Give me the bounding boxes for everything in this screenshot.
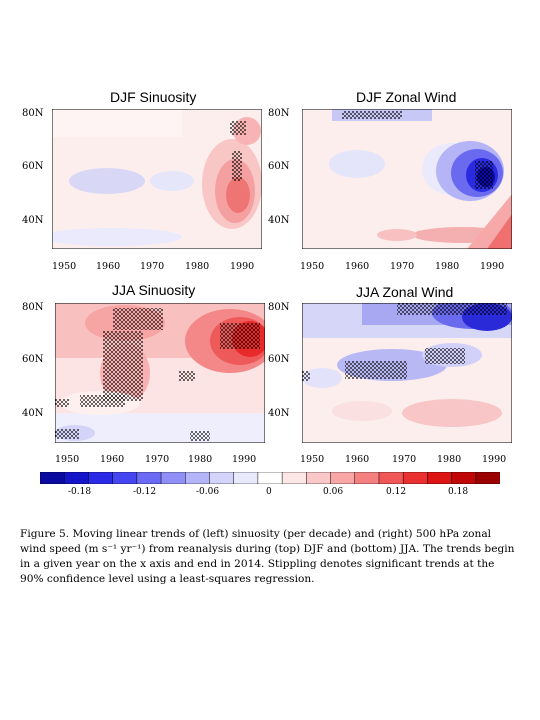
colorbar-label: -0.18	[68, 487, 92, 497]
x-tick-label: 1950	[300, 454, 325, 465]
colorbar-swatch	[257, 472, 283, 484]
colorbar-label: 0.18	[448, 487, 469, 497]
x-tick-label: 1950	[55, 454, 80, 465]
y-tick-label: 80N	[268, 108, 290, 119]
colorbar-swatch	[402, 472, 429, 484]
map-djf-sinuosity	[52, 109, 262, 249]
y-tick-label: 80N	[22, 302, 44, 313]
colorbar-label: 0	[266, 487, 272, 497]
x-tick-label: 1970	[140, 261, 165, 272]
colorbar-swatch	[185, 472, 211, 484]
colorbar-swatch	[209, 472, 235, 484]
y-tick-label: 60N	[268, 354, 290, 365]
y-tick-label: 80N	[22, 108, 44, 119]
panel-title-djf-zonal-wind: DJF Zonal Wind	[356, 89, 457, 105]
colorbar-swatch	[88, 472, 114, 484]
x-tick-label: 1950	[300, 261, 325, 272]
colorbar-label: 0.06	[323, 487, 344, 497]
x-tick-label: 1960	[345, 261, 370, 272]
y-tick-label: 80N	[268, 302, 290, 313]
y-tick-label: 40N	[268, 215, 290, 226]
x-tick-label: 1960	[96, 261, 121, 272]
colorbar-swatch	[281, 472, 308, 484]
colorbar-label: -0.12	[133, 487, 157, 497]
y-tick-label: 60N	[268, 161, 290, 172]
colorbar-swatch	[233, 472, 259, 484]
colorbar-swatch	[306, 472, 332, 484]
colorbar-swatch	[354, 472, 380, 484]
colorbar-swatch	[112, 472, 138, 484]
colorbar-label: 0.12	[386, 487, 407, 497]
figure-caption: Figure 5. Moving linear trends of (left)…	[20, 528, 515, 585]
x-tick-label: 1970	[390, 261, 415, 272]
colorbar-swatch	[63, 472, 90, 484]
y-tick-label: 60N	[22, 354, 44, 365]
panel-title-jja-zonal-wind: JJA Zonal Wind	[356, 284, 454, 300]
colorbar-swatch	[451, 472, 477, 484]
colorbar-swatch	[427, 472, 453, 484]
x-tick-label: 1990	[232, 454, 257, 465]
x-tick-label: 1990	[480, 261, 505, 272]
colorbar-swatch	[136, 472, 162, 484]
panel-title-djf-sinuosity: DJF Sinuosity	[110, 89, 197, 105]
panel-jja-sinuosity	[55, 303, 265, 443]
x-tick-label: 1980	[188, 454, 213, 465]
panel-djf-zonal-wind	[302, 109, 512, 249]
y-tick-label: 40N	[268, 408, 290, 419]
colorbar-swatch	[40, 472, 65, 484]
map-djf-zonal-wind	[302, 109, 512, 249]
map-jja-sinuosity	[55, 303, 265, 443]
x-tick-label: 1970	[145, 454, 170, 465]
x-tick-label: 1980	[437, 454, 462, 465]
x-tick-label: 1970	[392, 454, 417, 465]
map-jja-zonal-wind	[302, 303, 512, 443]
x-tick-label: 1950	[52, 261, 77, 272]
colorbar-swatch	[475, 472, 500, 484]
x-tick-label: 1990	[230, 261, 255, 272]
panel-title-jja-sinuosity: JJA Sinuosity	[112, 282, 196, 298]
x-tick-label: 1990	[482, 454, 507, 465]
y-tick-label: 40N	[22, 408, 44, 419]
colorbar-swatch	[330, 472, 356, 484]
colorbar-swatch	[160, 472, 187, 484]
y-tick-label: 40N	[22, 215, 44, 226]
x-tick-label: 1960	[345, 454, 370, 465]
colorbar	[40, 472, 500, 484]
colorbar-label: -0.06	[196, 487, 220, 497]
y-tick-label: 60N	[22, 161, 44, 172]
panel-djf-sinuosity	[52, 109, 262, 249]
x-tick-label: 1960	[100, 454, 125, 465]
panel-jja-zonal-wind	[302, 303, 512, 443]
colorbar-swatch	[378, 472, 404, 484]
x-tick-label: 1980	[435, 261, 460, 272]
x-tick-label: 1980	[185, 261, 210, 272]
